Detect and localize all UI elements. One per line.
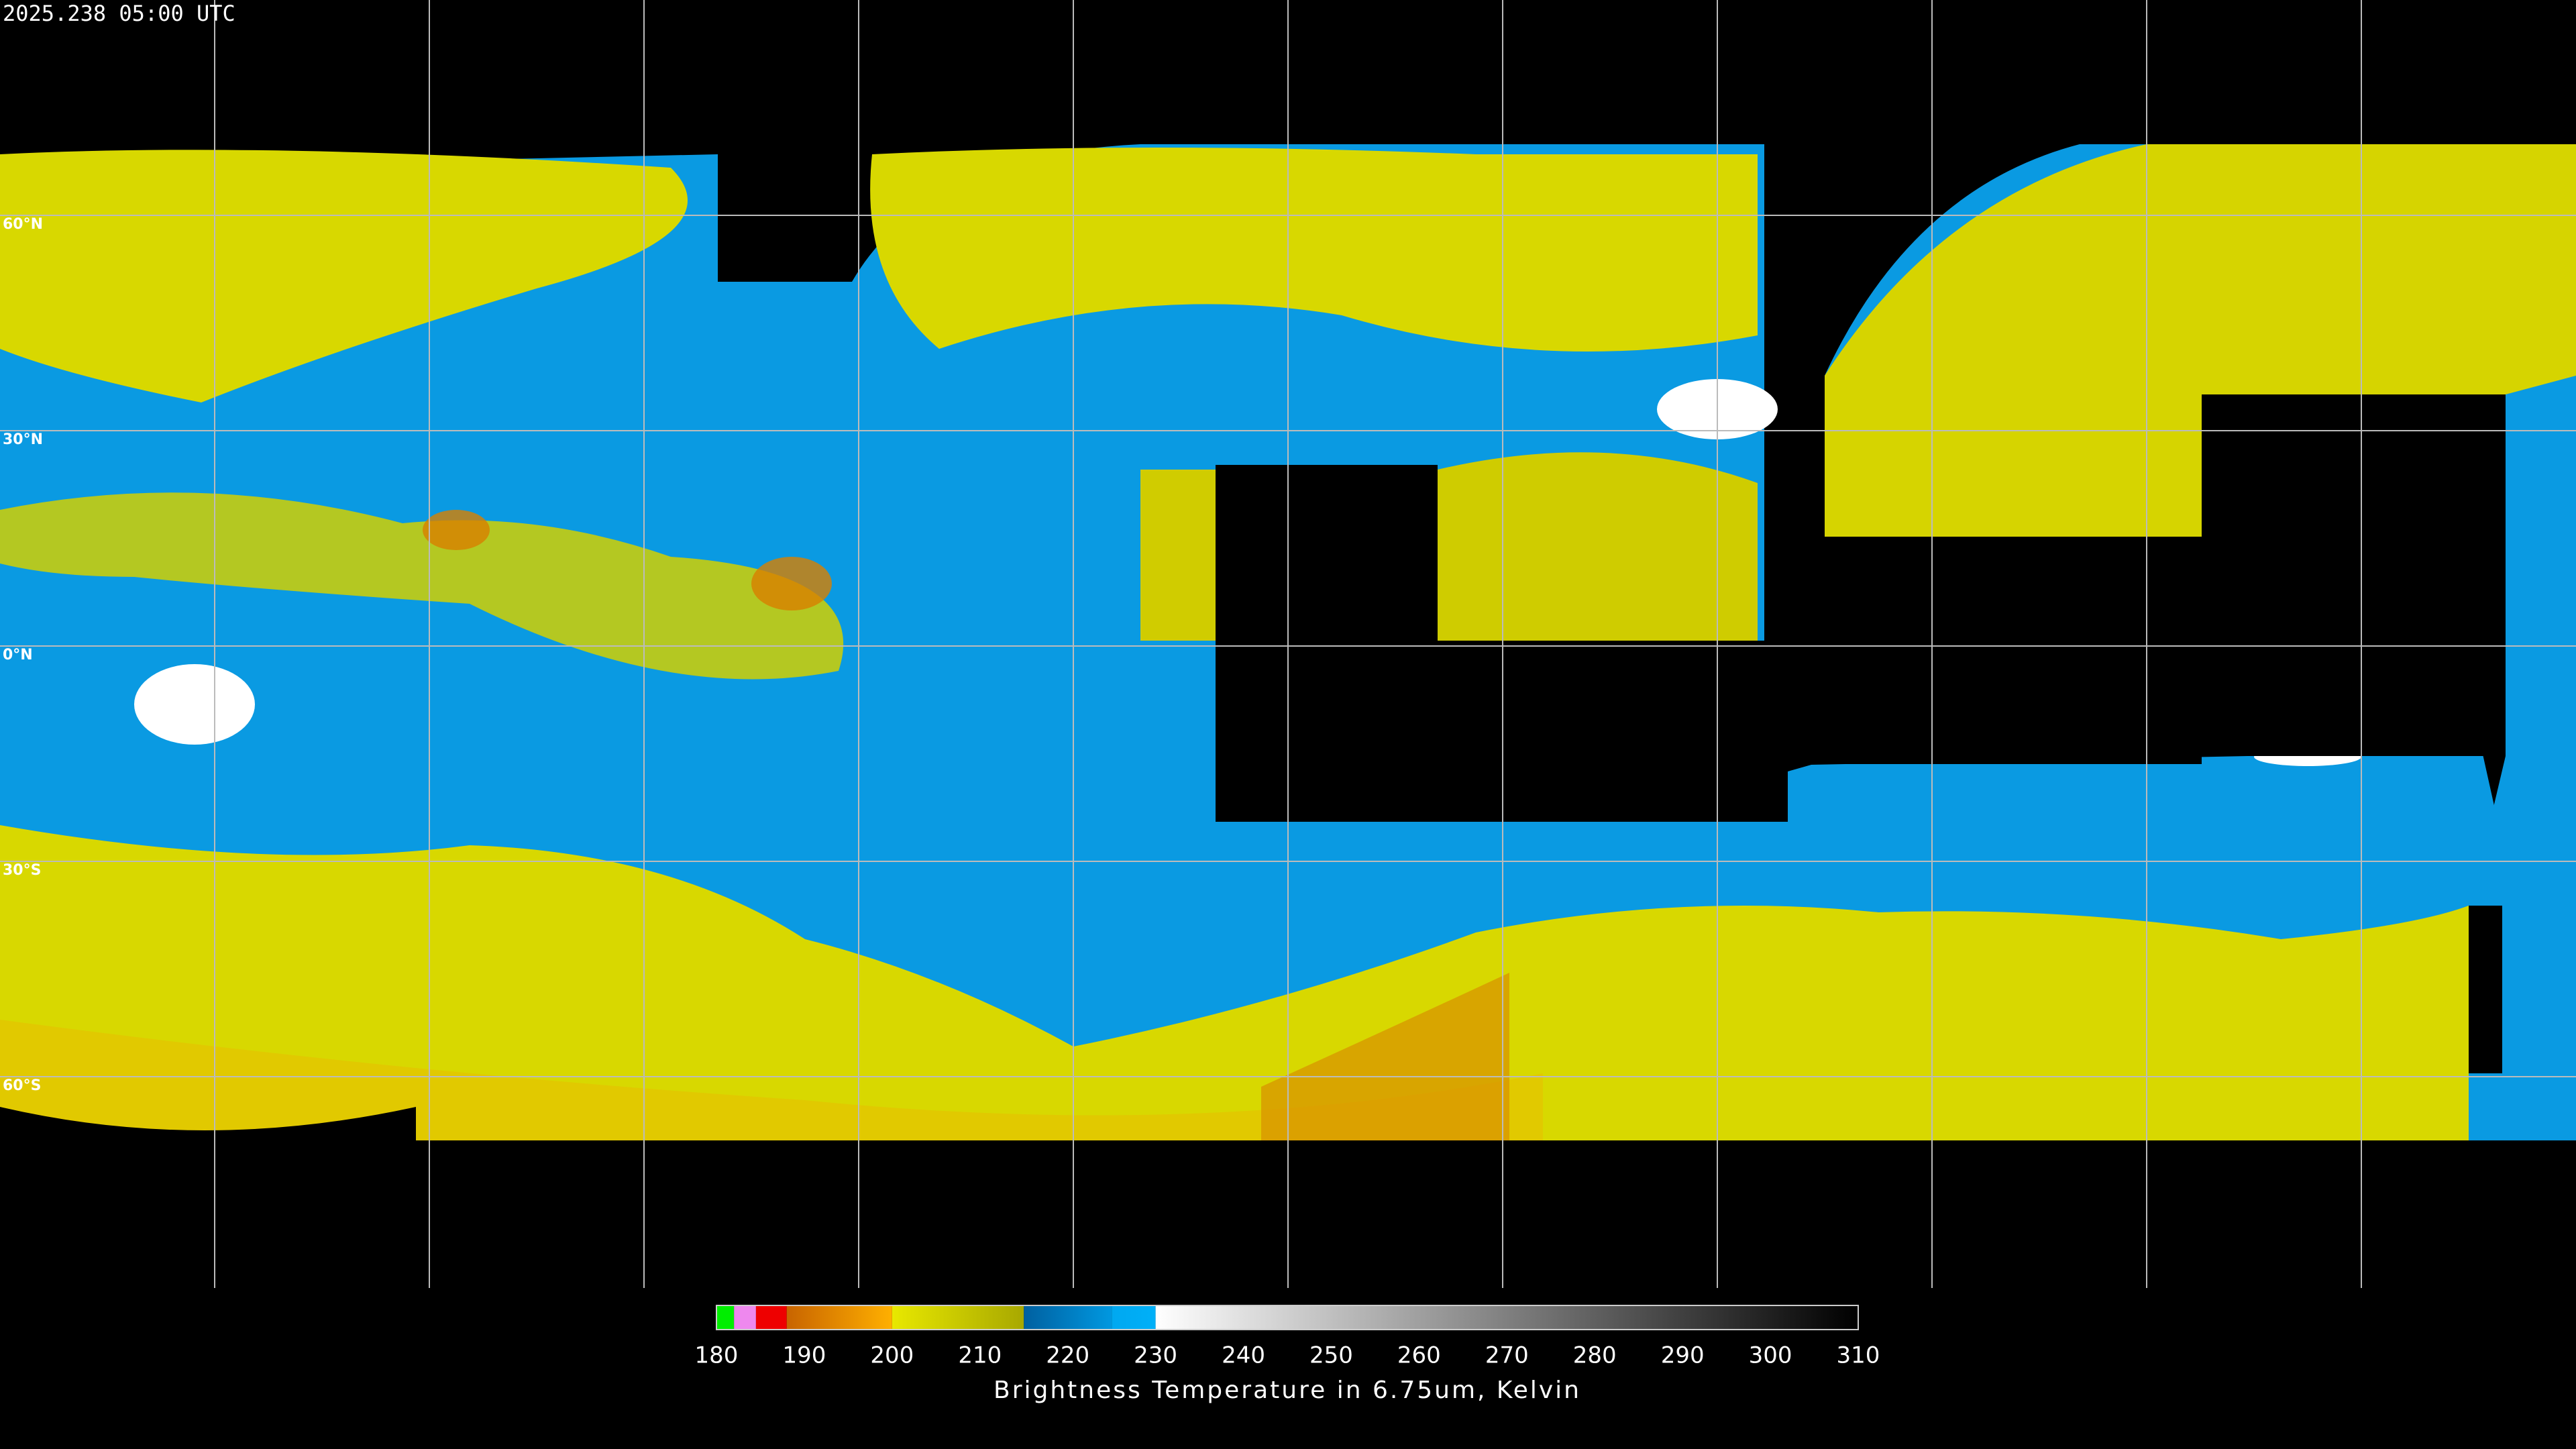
colorbar-tick-label: 180 [695,1342,739,1369]
latitude-label: 0°N [3,647,33,663]
graticule [0,0,2576,1288]
colorbar-tick-label: 280 [1573,1342,1617,1369]
colorbar-tick-label: 190 [782,1342,826,1369]
colorbar-tick-label: 290 [1661,1342,1705,1369]
colorbar-tick-label: 310 [1837,1342,1880,1369]
colorbar-segment [892,1305,1024,1330]
colorbar-tick-label: 300 [1749,1342,1792,1369]
colorbar-segment [755,1305,787,1330]
colorbar-segment [716,1305,735,1330]
colorbar-tick-label: 220 [1046,1342,1089,1369]
colorbar-segment [1112,1305,1156,1330]
colorbar-segment [734,1305,756,1330]
latitude-label: 30°N [3,431,43,448]
timestamp: 2025.238 05:00 UTC [3,1,235,26]
colorbar-frame [716,1305,1859,1330]
colorbar-tick-label: 250 [1309,1342,1353,1369]
colorbar-tick-label: 200 [870,1342,914,1369]
colorbar-tick-label: 270 [1485,1342,1529,1369]
colorbar-segment [786,1305,892,1330]
colorbar-tick-label: 230 [1134,1342,1177,1369]
latitude-label: 30°S [3,862,41,879]
colorbar-label: Brightness Temperature in 6.75um, Kelvin [994,1377,1581,1404]
latitude-label: 60°N [3,216,43,233]
latitude-labels: 60°N 30°N 0°N 30°S 60°S [3,216,43,1094]
latitude-label: 60°S [3,1077,41,1094]
colorbar: 180 190 200 210 220 230 240 250 260 270 280 290 300 3… [695,1305,1880,1369]
colorbar-tick-label: 210 [958,1342,1002,1369]
colorbar-tick-label: 240 [1222,1342,1265,1369]
imagery [0,144,2576,1140]
colorbar-segment [1024,1305,1112,1330]
colorbar-tick-label: 260 [1397,1342,1441,1369]
colorbar-segment [1155,1305,1858,1330]
